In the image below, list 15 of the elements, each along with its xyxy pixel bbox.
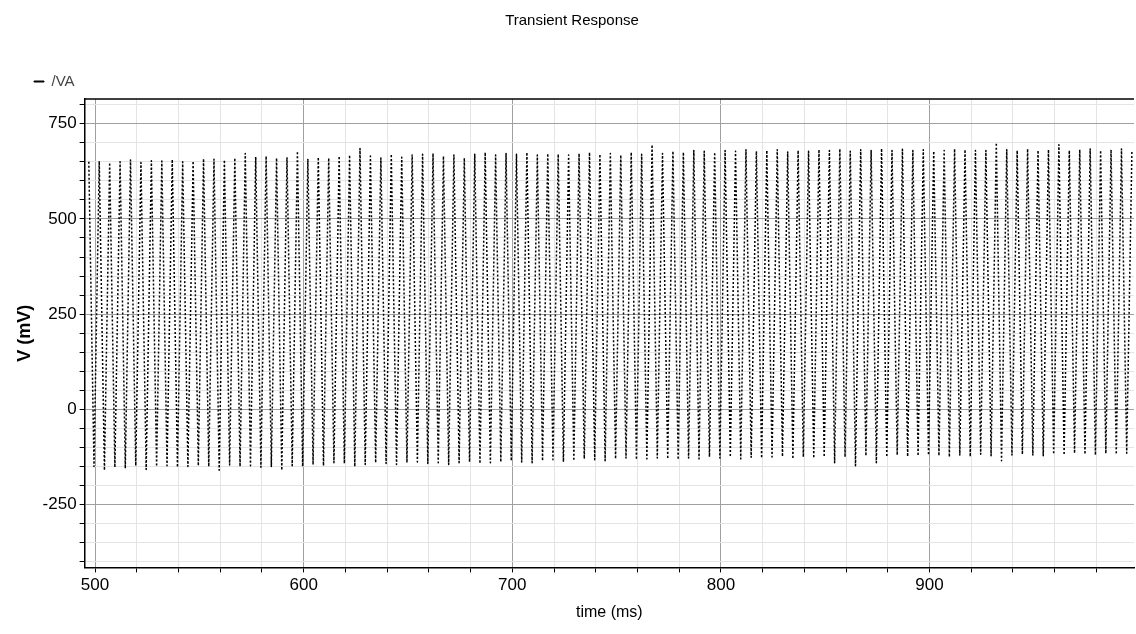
legend-label: /VA [51, 71, 75, 89]
x-axis-title: time (ms) [575, 602, 643, 620]
x-tick-label: 600 [289, 575, 318, 595]
line-series [88, 142, 1133, 472]
y-tick-label: 750 [48, 113, 77, 133]
x-tick-label: 500 [80, 575, 110, 595]
y-tick-label: -250 [42, 494, 77, 514]
x-tick-label: 700 [498, 575, 527, 595]
x-tick-label: 900 [915, 575, 944, 595]
x-tick-label: 800 [706, 575, 736, 595]
y-tick-label: 500 [48, 208, 77, 228]
y-tick-label: 0 [67, 399, 77, 419]
chart-title: Transient Response [505, 11, 639, 29]
y-axis-title: V (mV) [13, 304, 34, 362]
y-tick-label: 250 [48, 303, 77, 323]
